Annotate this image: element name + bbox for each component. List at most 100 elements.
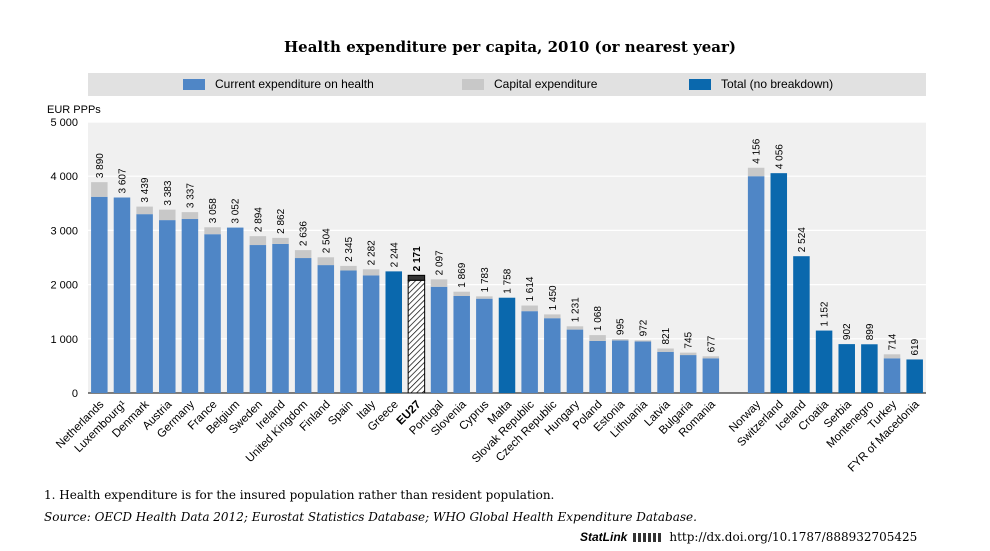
value-label-united-kingdom: 2 636 [299, 221, 310, 246]
value-label-romania: 677 [706, 335, 717, 352]
bar-current-bulgaria [679, 355, 697, 393]
bar-capital-denmark [136, 206, 153, 215]
bar-current-finland [317, 265, 335, 393]
legend-label-capital: Capital expenditure [494, 77, 598, 91]
value-label-slovak-republic: 1 614 [525, 276, 536, 301]
bar-current-poland [589, 340, 606, 393]
bar-capital-spain [340, 265, 357, 271]
value-label-serbia: 902 [842, 323, 853, 340]
bar-current-hungary [566, 329, 584, 393]
bar-total-fyr-of-macedonia [906, 359, 923, 393]
y-tick-label: 2 000 [50, 280, 78, 292]
bar-current-united-kingdom [294, 258, 312, 393]
bar-current-france [204, 234, 221, 393]
bar-total-croatia [815, 330, 833, 393]
bar-current-romania [702, 358, 720, 393]
bar-capital-romania [702, 356, 720, 359]
value-label-malta: 1 758 [503, 268, 514, 293]
value-label-switzerland: 4 056 [774, 144, 785, 169]
value-label-hungary: 1 231 [570, 297, 581, 322]
value-label-greece: 2 244 [389, 242, 400, 267]
y-tick-label: 1 000 [50, 334, 78, 346]
bar-current-portugal [430, 286, 448, 393]
bar-current-germany [181, 219, 199, 393]
bar-capital-sweden [249, 236, 267, 246]
bar-capital-france [204, 227, 221, 235]
bar-current-lithuania [634, 341, 652, 393]
bar-current-italy [362, 275, 380, 393]
bar-capital-italy [362, 269, 380, 276]
value-label-finland: 2 504 [321, 228, 332, 253]
value-label-turkey: 714 [888, 333, 899, 350]
value-label-czech-republic: 1 450 [548, 285, 559, 310]
bar-capital-eu27 [407, 274, 426, 281]
bar-current-latvia [657, 351, 674, 393]
bar-capital-cyprus [476, 296, 493, 299]
bar-capital-lithuania [634, 340, 652, 342]
legend-label-current: Current expenditure on health [215, 77, 374, 91]
bar-capital-slovak-republic [521, 305, 538, 312]
value-label-norway: 4 156 [752, 138, 763, 163]
chart-title: Health expenditure per capita, 2010 (or … [284, 38, 736, 56]
legend: Current expenditure on health Capital ex… [88, 73, 926, 96]
value-label-luxembourg: 3 607 [117, 168, 128, 193]
bar-total-switzerland [770, 173, 788, 393]
y-tick-label: 3 000 [50, 225, 78, 237]
bar-capital-latvia [657, 348, 674, 352]
y-axis-unit: EUR PPPs [47, 104, 101, 116]
bar-current-denmark [136, 214, 153, 393]
bar-current-belgium [226, 227, 244, 393]
statlink[interactable]: StatLink http://dx.doi.org/10.1787/888932… [580, 530, 917, 544]
y-tick-label: 0 [72, 388, 78, 400]
value-label-austria: 3 383 [163, 180, 174, 205]
legend-swatch-total [689, 79, 711, 90]
legend-swatch-current [183, 79, 205, 90]
value-label-france: 3 058 [208, 198, 219, 223]
bar-capital-finland [317, 257, 335, 266]
value-label-estonia: 995 [616, 318, 627, 335]
value-label-denmark: 3 439 [140, 177, 151, 202]
bar-current-ireland [272, 243, 289, 393]
y-tick-label: 4 000 [50, 171, 78, 183]
value-label-croatia: 1 152 [820, 301, 831, 326]
source-note: Source: OECD Health Data 2012; Eurostat … [44, 510, 697, 524]
value-label-portugal: 2 097 [435, 250, 446, 275]
legend-label-total: Total (no breakdown) [721, 77, 834, 91]
bar-capital-portugal [430, 279, 448, 287]
y-tick-label: 5 000 [50, 117, 78, 129]
bar-capital-netherlands [91, 182, 108, 197]
bar-current-slovenia [453, 295, 470, 393]
bar-capital-bulgaria [679, 352, 697, 356]
value-label-latvia: 821 [661, 327, 672, 344]
bar-capital-norway [747, 167, 765, 177]
bar-capital-slovenia [453, 291, 470, 296]
value-label-spain: 2 345 [344, 236, 355, 261]
bar-total-greece [385, 271, 403, 393]
legend-swatch-capital [462, 79, 484, 90]
bar-current-spain [340, 270, 357, 393]
value-label-cyprus: 1 783 [480, 267, 491, 292]
statlink-url[interactable]: http://dx.doi.org/10.1787/888932705425 [669, 530, 918, 544]
bar-capital-ireland [272, 237, 289, 244]
bar-current-eu27 [407, 279, 426, 394]
bar-total-serbia [838, 344, 855, 393]
value-label-ireland: 2 862 [276, 208, 287, 233]
statlink-logo: StatLink [580, 530, 628, 544]
bar-capital-hungary [566, 326, 584, 330]
bar-capital-estonia [611, 339, 629, 341]
bar-current-luxembourg [113, 197, 131, 393]
bar-current-czech-republic [544, 318, 561, 393]
value-label-eu27: 2 171 [412, 246, 423, 271]
value-label-belgium: 3 052 [231, 198, 242, 223]
value-label-iceland: 2 524 [797, 227, 808, 252]
bar-total-montenegro [861, 344, 878, 393]
bar-capital-austria [159, 209, 176, 221]
bar-capital-turkey [883, 354, 901, 359]
value-label-netherlands: 3 890 [95, 153, 106, 178]
value-label-fyr-of-macedonia: 619 [910, 338, 921, 355]
value-label-montenegro: 899 [865, 323, 876, 340]
bar-current-austria [159, 220, 176, 393]
bar-current-turkey [883, 358, 901, 393]
bar-capital-poland [589, 335, 606, 341]
